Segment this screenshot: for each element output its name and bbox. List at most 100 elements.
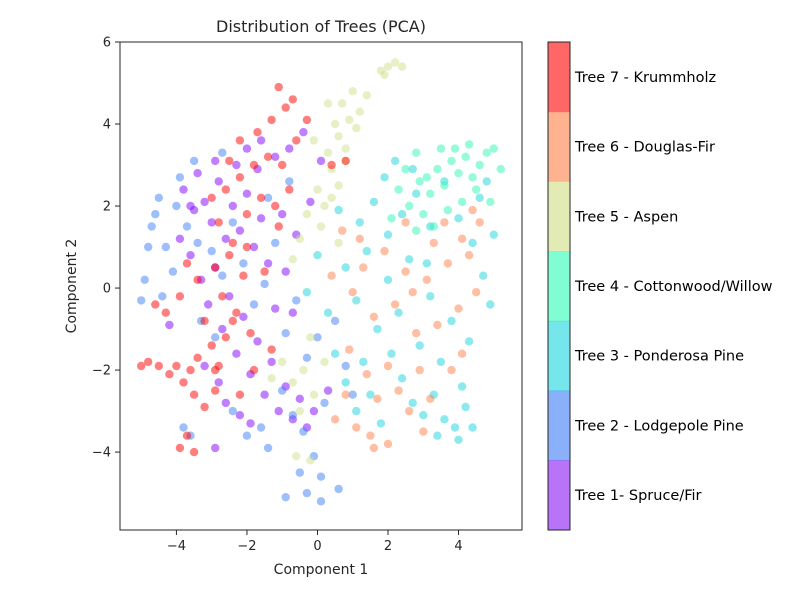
scatter-point (175, 292, 185, 301)
scatter-point (256, 136, 266, 145)
scatter-point (436, 357, 446, 367)
scatter-point (419, 427, 428, 436)
scatter-point (179, 378, 188, 387)
scatter-point (246, 419, 255, 428)
scatter-point (249, 300, 259, 309)
scatter-point (426, 394, 435, 403)
scatter-point (433, 320, 442, 330)
scatter-point (327, 193, 336, 202)
scatter-point (267, 115, 276, 125)
scatter-point (369, 312, 379, 321)
scatter-point (447, 316, 456, 326)
scatter-point (454, 169, 463, 178)
scatter-point (182, 431, 192, 440)
scatter-point (221, 234, 230, 243)
scatter-point (295, 394, 304, 403)
scatter-point (426, 292, 435, 301)
scatter-point (158, 292, 167, 301)
scatter-point (288, 255, 297, 264)
colorbar: Tree 7 - Krummholz Tree 6 - Douglas-Fir Tr… (547, 41, 773, 531)
scatter-point (256, 423, 266, 432)
scatter-point (263, 259, 273, 268)
scatter-point (161, 308, 170, 317)
colorbar-segment (548, 181, 570, 252)
scatter-point (186, 201, 195, 211)
scatter-point (415, 341, 424, 350)
scatter-point (359, 357, 368, 367)
scatter-point (189, 156, 199, 166)
scatter-point (165, 320, 174, 330)
scatter-point (278, 386, 287, 395)
x-axis-label: Component 1 (274, 562, 369, 578)
scatter-point (415, 177, 424, 186)
colorbar-segment (548, 320, 570, 392)
scatter-point (401, 164, 410, 174)
scatter-point (193, 169, 202, 178)
scatter-point (330, 349, 340, 358)
scatter-point (316, 222, 326, 231)
scatter-point (235, 411, 245, 420)
scatter-point (482, 148, 491, 157)
scatter-point (281, 103, 290, 112)
scatter-point (221, 333, 230, 342)
scatter-point (271, 304, 280, 313)
scatter-point (383, 439, 393, 449)
scatter-point (323, 308, 333, 317)
x-tick-label: 2 (384, 539, 392, 554)
scatter-point (320, 201, 329, 211)
scatter-point (144, 357, 153, 367)
scatter-point (352, 423, 361, 432)
scatter-point (179, 423, 188, 432)
scatter-point (211, 333, 220, 342)
scatter-point (443, 205, 453, 215)
scatter-point (207, 218, 216, 227)
scatter-point (475, 193, 484, 202)
scatter-point (383, 62, 393, 71)
scatter-point (408, 164, 417, 174)
scatter-point (415, 365, 424, 375)
scatter-point (256, 214, 266, 223)
scatter-point (200, 361, 209, 371)
scatter-point (281, 493, 290, 502)
scatter-point (440, 415, 449, 424)
scatter-point (341, 378, 350, 387)
scatter-point (292, 136, 301, 145)
colorbar-segment (548, 42, 570, 113)
scatter-point (271, 152, 280, 161)
y-tick-label: 6 (103, 36, 111, 51)
scatter-point (334, 132, 343, 141)
scatter-point (161, 242, 170, 252)
scatter-point (253, 128, 262, 137)
scatter-point (341, 390, 350, 399)
scatter-point (334, 181, 343, 190)
scatter-point (341, 156, 350, 166)
scatter-point (271, 201, 280, 211)
scatter-point (249, 242, 259, 252)
scatter-point (457, 349, 467, 358)
scatter-point (154, 193, 163, 202)
scatter-point (309, 136, 319, 145)
scatter-point (468, 238, 477, 248)
series-6 (327, 205, 484, 453)
scatter-point (218, 292, 227, 301)
scatter-point (316, 497, 326, 506)
scatter-point (302, 353, 312, 362)
colorbar-label: Tree 1- Spruce/Fir (574, 488, 702, 504)
scatter-point (334, 205, 343, 215)
scatter-point (175, 443, 185, 453)
scatter-point (235, 390, 245, 399)
scatter-point (285, 177, 294, 186)
scatter-point (362, 246, 371, 256)
scatter-point (412, 148, 421, 157)
scatter-point (394, 185, 403, 194)
scatter-point (239, 259, 248, 268)
scatter-point (271, 238, 280, 248)
scatter-point (362, 91, 371, 100)
scatter-point (306, 333, 315, 342)
colorbar-frame (547, 41, 571, 531)
scatter-point (274, 406, 283, 416)
scatter-point (182, 222, 192, 231)
scatter-point (373, 324, 382, 334)
scatter-point (249, 365, 259, 375)
scatter-point (489, 230, 498, 239)
